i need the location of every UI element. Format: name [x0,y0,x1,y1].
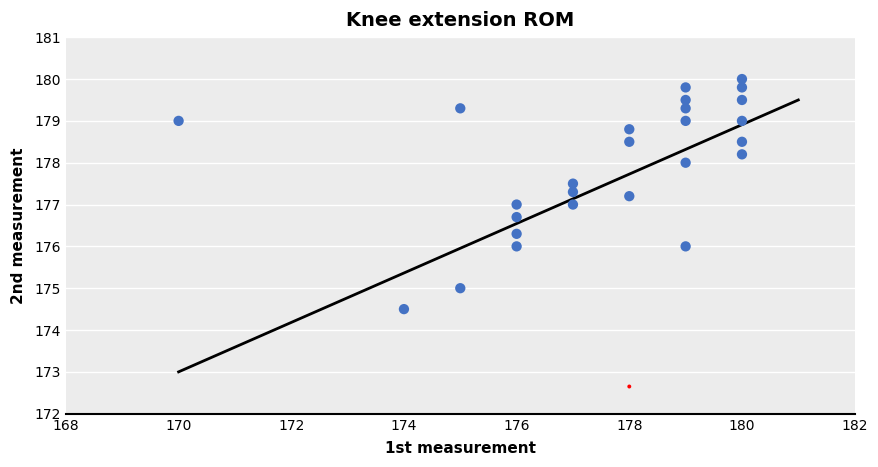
Point [622,126,636,133]
Point [509,201,523,208]
Point [171,117,185,125]
Point [622,383,636,390]
Point [565,180,579,187]
Point [734,151,748,158]
Point [397,305,411,313]
X-axis label: 1st measurement: 1st measurement [385,441,536,456]
Point [678,159,692,166]
Point [734,138,748,146]
Point [678,105,692,112]
Point [509,213,523,221]
Point [678,84,692,91]
Point [734,84,748,91]
Y-axis label: 2nd measurement: 2nd measurement [11,147,26,304]
Point [622,192,636,200]
Point [734,75,748,83]
Point [622,138,636,146]
Point [565,201,579,208]
Title: Knee extension ROM: Knee extension ROM [346,11,573,30]
Point [678,96,692,104]
Point [734,96,748,104]
Point [509,230,523,238]
Point [453,284,467,292]
Point [453,105,467,112]
Point [509,243,523,250]
Point [678,243,692,250]
Point [565,188,579,196]
Point [734,117,748,125]
Point [678,117,692,125]
